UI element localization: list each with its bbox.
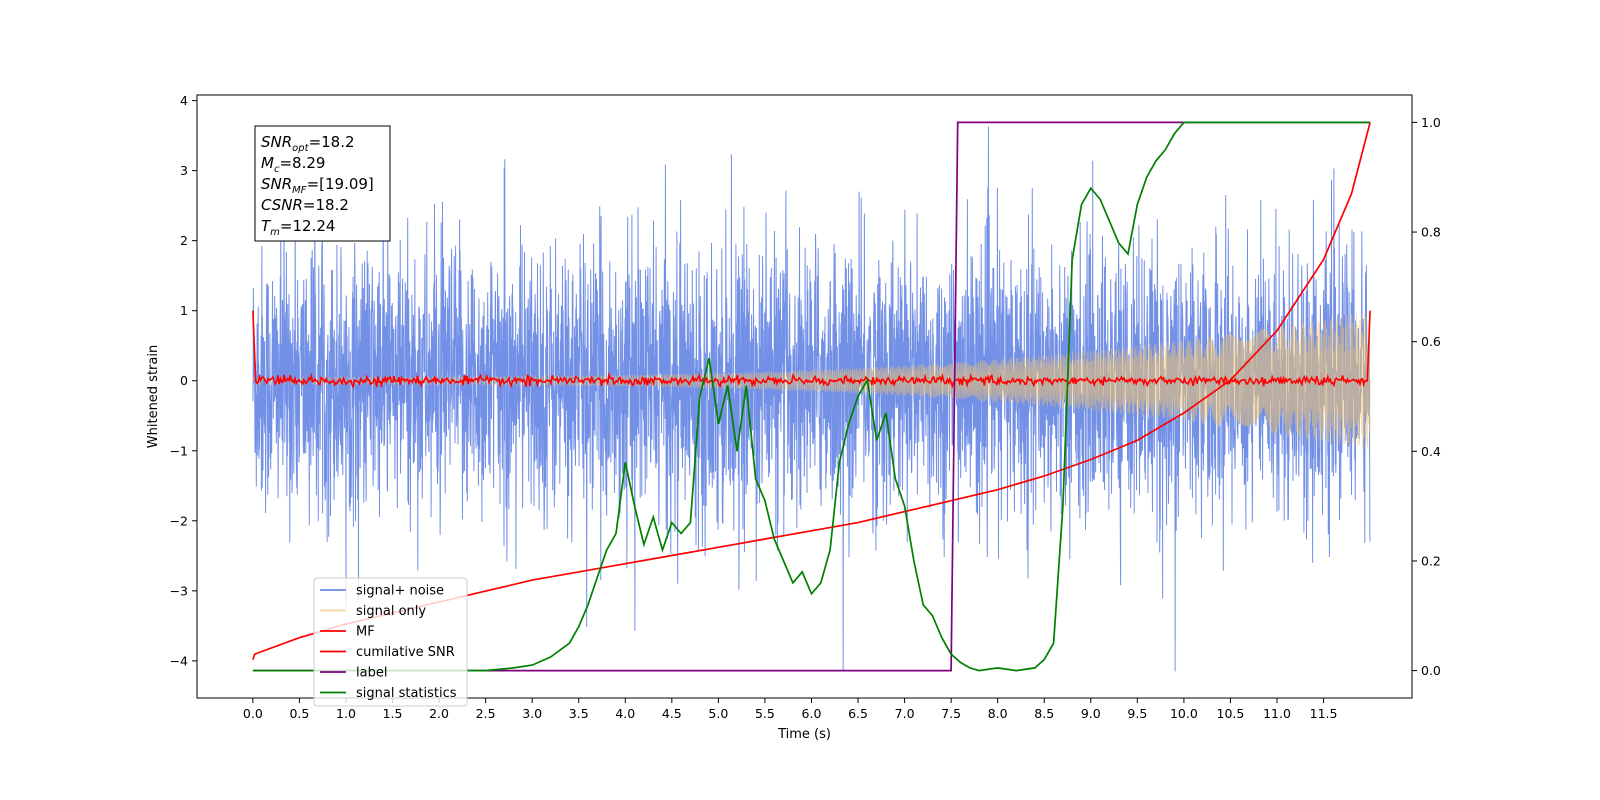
stat-csnr-value: =18.2: [303, 196, 349, 214]
stat-mc: Mc=8.29: [261, 154, 325, 175]
y-tick-label: −1: [170, 443, 188, 458]
legend-signal-statistics: signal statistics: [320, 686, 457, 701]
x-tick-label: 10.0: [1170, 706, 1198, 721]
y2-tick-label: 1.0: [1421, 115, 1441, 130]
stat-tm: Tm=12.24: [261, 217, 335, 238]
legend-label-text: signal statistics: [356, 686, 457, 701]
x-tick-label: 4.0: [615, 706, 635, 721]
x-tick-label: 8.5: [1034, 706, 1054, 721]
y-tick-label: 2: [180, 233, 188, 248]
legend-label: label: [320, 666, 387, 681]
x-tick-label: 10.5: [1217, 706, 1245, 721]
x-tick-label: 4.5: [662, 706, 682, 721]
legend-signal-noise: signal+ noise: [320, 584, 444, 599]
x-tick-label: 11.0: [1263, 706, 1291, 721]
y2-tick-label: 0.4: [1421, 444, 1441, 459]
y-tick-label: −3: [170, 583, 188, 598]
y-axis-label: Whitened strain: [146, 345, 161, 448]
stat-mc-symbol: M: [261, 154, 274, 172]
y2-tick-label: 0.6: [1421, 334, 1441, 349]
x-tick-label: 6.0: [802, 706, 822, 721]
stat-csnr: CSNR=18.2: [261, 196, 349, 214]
y2-tick-label: 0.8: [1421, 225, 1441, 240]
series-signal-statistics: [252, 121, 1371, 672]
stat-snr-mf-symbol: SNR: [261, 175, 292, 193]
stat-csnr-symbol: CSNR: [261, 196, 303, 214]
y-tick-label: −4: [170, 653, 188, 668]
legend-cumulative-snr: cumilative SNR: [320, 645, 455, 660]
y2-tick-label: 0.2: [1421, 553, 1441, 568]
x-tick-label: 9.5: [1127, 706, 1147, 721]
y2-tick-label: 0.0: [1421, 663, 1441, 678]
stat-snr-mf-sub: MF: [292, 185, 307, 196]
y-tick-label: −2: [170, 513, 188, 528]
x-tick-label: 7.5: [941, 706, 961, 721]
x-tick-label: 6.5: [848, 706, 868, 721]
y-tick-label: 4: [180, 93, 188, 108]
series-signal-only: [252, 311, 1371, 450]
legend-label-text: cumilative SNR: [356, 645, 455, 660]
stats-box: SNRopt=18.2 Mc=8.29 SNRMF=[19.09] CSNR=1…: [254, 125, 391, 242]
axes: 0.0 0.5 1.0 1.5 2.0 2.5 3.0 3.5 4.0 4.5 5.0 5.5 6.0 6…: [170, 93, 1441, 721]
legend-label-text: MF: [356, 625, 375, 640]
x-tick-label: 0.0: [243, 706, 263, 721]
axes-frame: [196, 94, 1413, 699]
x-tick-label: 8.0: [988, 706, 1008, 721]
x-tick-label: 5.5: [755, 706, 775, 721]
legend-label-text: label: [356, 666, 387, 681]
stat-snr-opt-symbol: SNR: [261, 133, 292, 151]
x-tick-label: 9.0: [1081, 706, 1101, 721]
x-tick-label: 5.0: [708, 706, 728, 721]
stat-mc-value: =8.29: [279, 154, 325, 172]
stat-snr-mf: SNRMF=[19.09]: [261, 175, 374, 196]
x-tick-label: 0.5: [289, 706, 309, 721]
stat-snr-opt: SNRopt=18.2: [261, 133, 355, 154]
x-tick-label: 3.5: [569, 706, 589, 721]
legend-signal-only: signal only: [320, 604, 426, 619]
legend-label-text: signal+ noise: [356, 584, 444, 599]
x-tick-label: 11.5: [1310, 706, 1338, 721]
series-label: [252, 121, 1371, 672]
stat-snr-opt-value: =18.2: [309, 133, 355, 151]
stat-tm-symbol: T: [261, 217, 272, 235]
y-tick-label: 3: [180, 163, 188, 178]
stat-snr-opt-sub: opt: [292, 143, 309, 154]
stat-tm-value: =12.24: [280, 217, 336, 235]
stat-snr-mf-value: =[19.09]: [307, 175, 374, 193]
stat-mc-sub: c: [274, 164, 280, 175]
x-tick-label: 3.0: [522, 706, 542, 721]
stat-tm-sub: m: [270, 227, 280, 238]
x-tick-label: 2.0: [429, 706, 449, 721]
y-tick-label: 0: [180, 373, 188, 388]
legend: signal+ noise signal only MF cumilative SNR…: [313, 577, 468, 707]
x-tick-label: 2.5: [476, 706, 496, 721]
series-mf: [252, 310, 1371, 389]
x-axis-label: Time (s): [777, 727, 831, 742]
x-tick-label: 7.0: [895, 706, 915, 721]
legend-mf: MF: [320, 625, 375, 640]
y-tick-label: 1: [180, 303, 188, 318]
x-tick-label: 1.5: [383, 706, 403, 721]
x-tick-label: 1.0: [336, 706, 356, 721]
legend-label-text: signal only: [356, 604, 426, 619]
